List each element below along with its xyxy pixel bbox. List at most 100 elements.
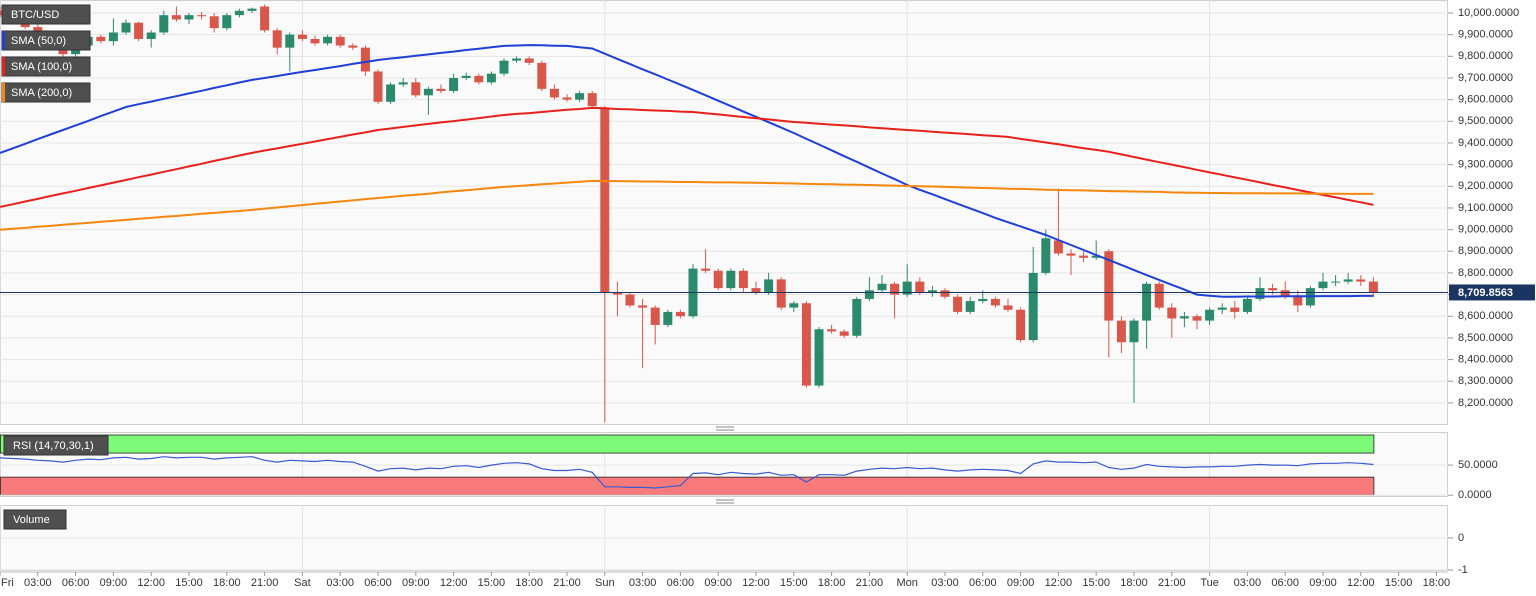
candle-body: [297, 34, 307, 39]
legend-swatch: [2, 57, 5, 76]
candle-body: [134, 22, 144, 39]
x-tick-label: 03:00: [1234, 577, 1262, 589]
candle-body: [764, 279, 774, 293]
candle-body: [864, 290, 874, 299]
candle-body: [965, 301, 975, 312]
legend-button[interactable]: SMA (50,0): [1, 30, 91, 51]
x-tick-label: Sat: [294, 577, 311, 589]
candle-body: [927, 290, 937, 293]
candle-body: [360, 47, 370, 72]
x-tick-label: 09:00: [402, 577, 430, 589]
candle-body: [184, 15, 194, 20]
legend-button[interactable]: BTC/USD: [1, 4, 91, 25]
x-tick-label: Sun: [595, 577, 615, 589]
candle-body: [1192, 316, 1202, 321]
legend-button-bg: [1, 4, 91, 25]
candle-body: [1129, 320, 1139, 343]
candle-body: [638, 305, 648, 308]
candle-body: [978, 298, 988, 302]
x-tick-label: 18:00: [515, 577, 543, 589]
candle-body: [713, 270, 723, 289]
candle-body: [1230, 307, 1240, 312]
candle-body: [1217, 307, 1227, 310]
candle-body: [1028, 272, 1038, 341]
x-tick-label: 12:00: [440, 577, 468, 589]
y-tick-label: 9,100.0000: [1458, 202, 1513, 214]
candle-body: [335, 36, 345, 46]
candle-body: [877, 283, 887, 291]
candle-body: [537, 62, 547, 89]
candle-body: [663, 311, 673, 325]
x-tick-label: 09:00: [1007, 577, 1035, 589]
candle-body: [423, 88, 433, 96]
panel-resize-handle[interactable]: [716, 426, 734, 431]
legend-button-bg: [3, 435, 109, 456]
x-tick-label: 21:00: [553, 577, 581, 589]
candle-body: [1280, 290, 1290, 297]
candle-body: [436, 88, 446, 91]
sma-line: [0, 106, 1374, 208]
legend-label: SMA (50,0): [11, 35, 66, 47]
candle-body: [612, 292, 622, 295]
last-price-label: 8,709.8563: [1458, 287, 1513, 299]
x-tick-label: 06:00: [667, 577, 695, 589]
sma-line: [0, 179, 1374, 231]
candle-body: [524, 58, 534, 63]
x-tick-label: 06:00: [364, 577, 392, 589]
legend-button[interactable]: Volume: [3, 509, 67, 530]
x-tick-label: 03:00: [931, 577, 959, 589]
candle-body: [801, 303, 811, 386]
candle-body: [953, 296, 963, 312]
x-tick-label: 12:00: [742, 577, 770, 589]
x-tick-label: 09:00: [100, 577, 128, 589]
candle-body: [108, 32, 118, 42]
legend-button[interactable]: SMA (100,0): [1, 56, 91, 77]
x-tick-label: 21:00: [856, 577, 884, 589]
candle-body: [96, 36, 106, 42]
candle-body: [310, 38, 320, 44]
candle-body: [902, 281, 912, 295]
candle-body: [814, 329, 824, 386]
x-tick-label: 15:00: [780, 577, 808, 589]
x-tick-label: 12:00: [137, 577, 165, 589]
candle-body: [839, 331, 849, 336]
candle-body: [209, 16, 219, 29]
candle-body: [234, 10, 244, 16]
x-tick-label: 18:00: [1120, 577, 1148, 589]
candle-body: [562, 97, 572, 100]
y-tick-label: 8,800.0000: [1458, 267, 1513, 279]
legend-button-bg: [3, 509, 67, 530]
x-tick-label: Fri: [1, 577, 14, 589]
candle-body: [1116, 320, 1126, 343]
legend-label: SMA (100,0): [11, 61, 72, 73]
candle-body: [474, 75, 484, 83]
candle-body: [1293, 296, 1303, 306]
y-tick-label: 9,600.0000: [1458, 94, 1513, 106]
candle-body: [549, 88, 559, 98]
candle-body: [789, 303, 799, 308]
candle-body: [1356, 279, 1366, 282]
x-tick-label: 15:00: [1082, 577, 1110, 589]
rsi-line: [0, 456, 1374, 489]
candle-body: [1142, 283, 1152, 321]
candle-body: [1104, 251, 1114, 321]
y-tick-label: 8,200.0000: [1458, 397, 1513, 409]
x-tick-label: 03:00: [629, 577, 657, 589]
candle-body: [1205, 309, 1215, 321]
panel-resize-handle[interactable]: [716, 499, 734, 504]
candle-body: [272, 30, 282, 48]
legend-button[interactable]: RSI (14,70,30,1): [3, 435, 109, 456]
candle-body: [411, 82, 421, 96]
y-tick-label: -1: [1458, 564, 1468, 576]
candle-body: [285, 34, 295, 48]
y-tick-label: 9,300.0000: [1458, 159, 1513, 171]
x-tick-label: 03:00: [24, 577, 52, 589]
legend-button[interactable]: SMA (200,0): [1, 82, 91, 103]
x-tick-label: 15:00: [1385, 577, 1413, 589]
candle-body: [751, 288, 761, 293]
legend-label: BTC/USD: [11, 9, 59, 21]
candle-body: [1331, 281, 1341, 283]
y-tick-label: 9,800.0000: [1458, 50, 1513, 62]
y-tick-label: 8,900.0000: [1458, 245, 1513, 257]
